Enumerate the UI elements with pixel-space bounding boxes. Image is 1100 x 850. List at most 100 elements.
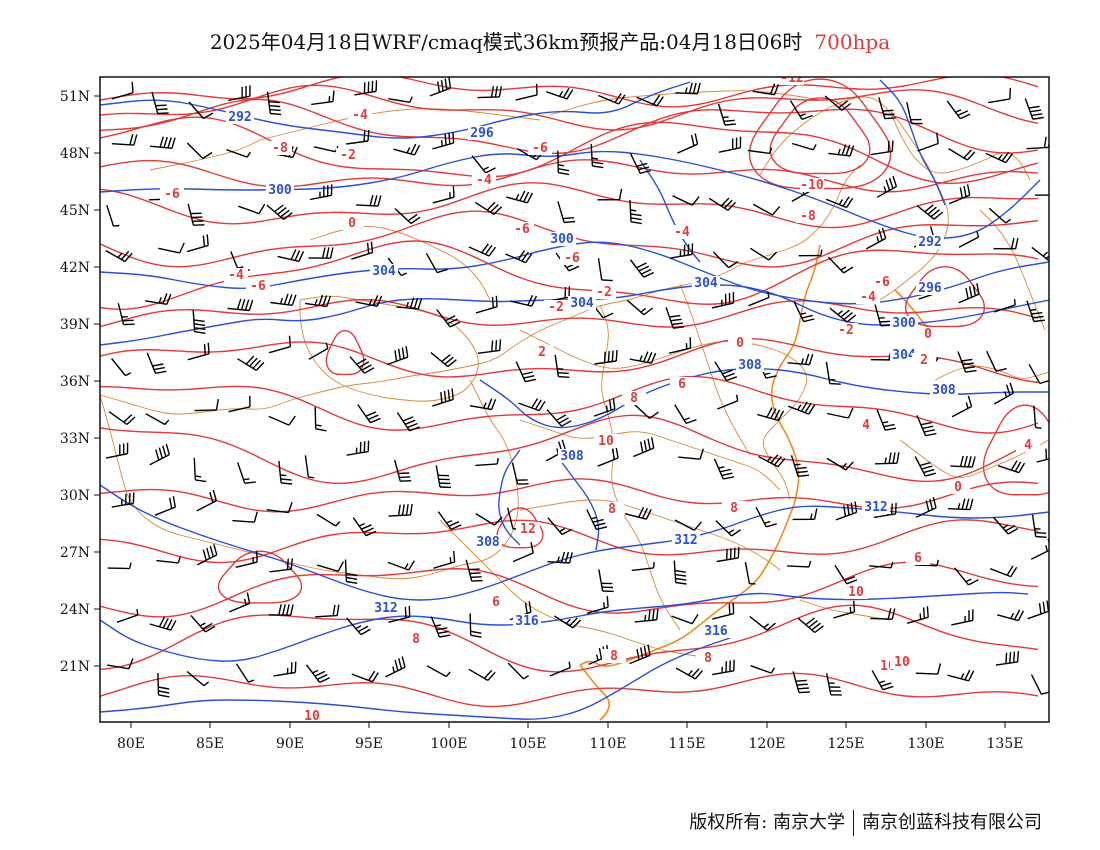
wind-barb [344,559,358,584]
wind-barb [995,650,1020,666]
wind-barb [958,283,980,304]
footer-company: 南京创蓝科技有限公司 [862,812,1042,833]
lon-tick-label: 105E [510,736,547,752]
wind-barb [917,132,939,152]
wind-barb [1031,514,1047,538]
temperature-contours [100,77,1049,708]
wind-barb [352,517,377,537]
wind-barb [833,600,856,619]
temperature-contour-label: 0 [954,480,962,495]
wind-barb [315,604,340,618]
wind-barb [1024,98,1044,120]
wind-barb [633,437,655,458]
wind-barb [675,82,701,95]
wind-barb [186,234,209,253]
wind-barb [151,91,169,115]
temperature-contour-label: -4 [860,290,876,305]
wind-barb [790,455,810,477]
wind-barb [468,668,496,682]
wind-barb [797,617,824,634]
wind-barb [346,617,371,636]
height-contour-label: 312 [374,601,397,616]
wind-barb [432,186,455,204]
coastline-segment [579,244,821,667]
wind-barb [748,291,770,307]
wind-barb [268,335,291,354]
wind-barb [749,615,776,631]
wind-barb [950,455,976,468]
lat-tick-label: 21N [60,659,90,675]
wind-barb [750,665,776,674]
wind-barb [546,87,574,100]
contour-label-bg [568,296,596,310]
wind-barb [674,404,697,425]
boundary-line [549,90,821,116]
contour-label-bg [528,141,552,155]
wind-barb [946,100,971,120]
wind-barb [477,85,502,99]
temperature-contour [100,182,1039,229]
height-contour [879,79,946,206]
wind-barb [510,294,538,307]
contour-label-bg [862,500,890,514]
wind-barb [433,550,456,569]
height-contour-label: 296 [470,126,494,141]
temperature-contour-label: -4 [476,173,492,188]
wind-barb [157,672,170,698]
temperature-contour-label: 10 [848,585,864,600]
temperature-contour [100,116,1039,185]
wind-barb [196,544,218,566]
height-contour [559,459,600,551]
wind-barb [268,604,294,616]
wind-barb [951,609,974,626]
wind-barb [677,133,699,154]
wind-barb [714,361,738,382]
wind-barb [430,352,457,368]
lat-tick-label: 42N [60,260,90,276]
wind-barb [954,567,979,586]
wind-barb [988,207,1011,224]
wind-barb [356,194,382,207]
contour-label-bg [670,225,694,239]
temperature-contour [100,672,1039,708]
wind-barb [744,561,756,585]
contour-label-bg [600,502,624,516]
contour-label-bg [602,649,626,663]
wind-barb [149,616,177,631]
temperature-contour-label: 10 [304,709,320,724]
temperature-contour-label: -8 [272,141,288,156]
wind-barb [789,100,813,121]
wind-barb [716,546,740,563]
wind-barb [547,551,573,564]
wind-barb [346,130,370,145]
wind-barb [1036,448,1049,463]
wind-barb [229,592,251,613]
contour-label-bg [404,632,428,646]
wind-barb [149,136,176,149]
temperature-contour-label: -2 [838,323,854,338]
wind-barb [708,197,737,211]
wind-barb [477,339,502,354]
lat-tick-label: 45N [60,203,90,219]
wind-barb [237,203,266,215]
wind-barb [193,457,207,483]
wind-barb [791,142,817,151]
wind-barb [475,513,503,526]
contour-label-bg [890,348,918,362]
contour-label-bg [916,281,944,295]
wind-barb [187,203,205,226]
wind-barb [515,83,538,101]
contour-label-bg [906,551,930,565]
lat-tick-label: 48N [60,146,90,162]
contour-label-bg [530,345,554,359]
wind-barb [598,569,614,593]
temperature-contour-label: -10 [800,178,824,193]
wind-barb [825,361,841,385]
boundary-line [259,108,541,141]
wind-barb [346,440,370,456]
wind-barb [871,670,894,691]
lon-tick-label: 125E [828,736,865,752]
wind-barb [711,292,735,309]
contour-label-bg [472,173,496,187]
wind-barb [915,496,937,518]
